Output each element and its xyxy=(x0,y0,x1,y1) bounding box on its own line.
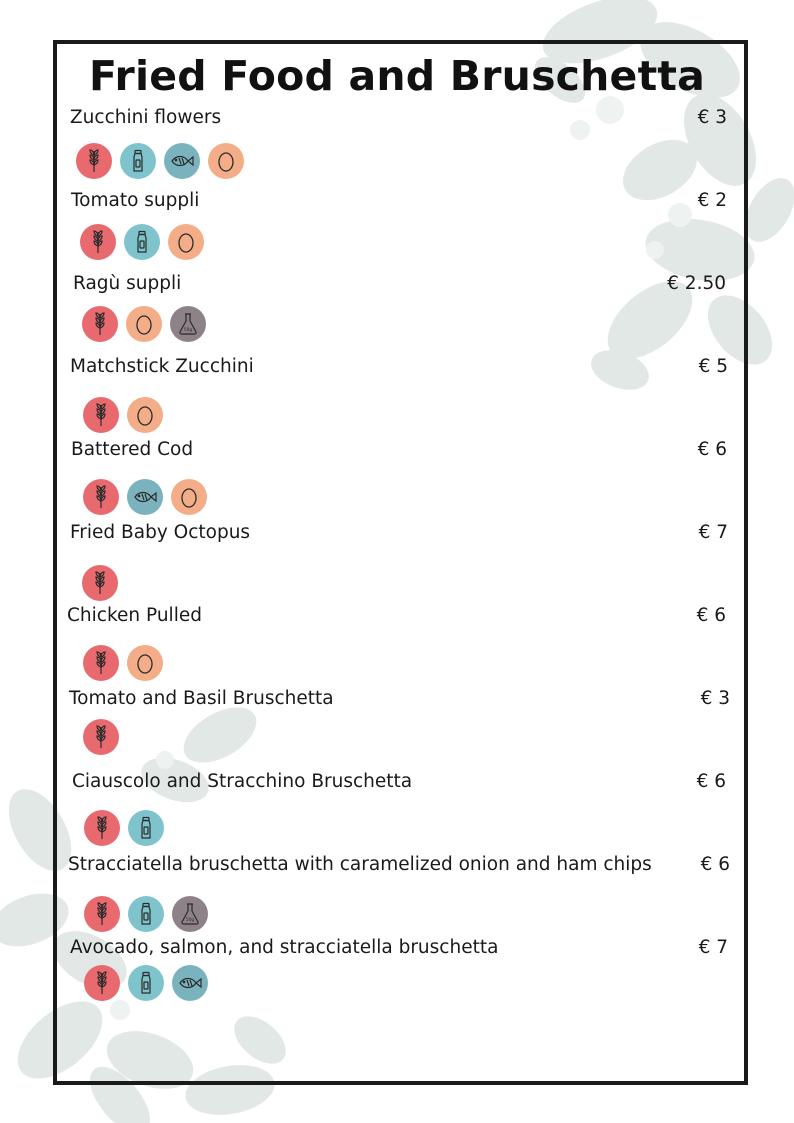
sulphites-label: 50g xyxy=(184,327,193,333)
menu-item-name: Stracciatella bruschetta with caramelize… xyxy=(68,854,652,875)
egg-icon xyxy=(208,143,244,179)
menu-item-price: € 6 xyxy=(700,854,730,875)
menu-item-price: € 6 xyxy=(696,605,726,626)
wheat-icon xyxy=(76,143,112,179)
allergen-icons xyxy=(83,645,163,681)
milk-bottle-icon xyxy=(128,965,164,1001)
menu-item-price: € 5 xyxy=(698,356,728,377)
fish-icon xyxy=(172,965,208,1001)
menu-item-name: Tomato and Basil Bruschetta xyxy=(69,688,334,709)
fish-icon xyxy=(127,479,163,515)
menu-item-price: € 2 xyxy=(697,190,727,211)
wheat-icon xyxy=(83,397,119,433)
flask-icon: 50g xyxy=(172,896,208,932)
menu-item-name: Ciauscolo and Stracchino Bruschetta xyxy=(72,771,413,792)
menu-item-name: Ragù suppli xyxy=(73,273,182,294)
egg-icon xyxy=(127,645,163,681)
menu-item-price: € 3 xyxy=(697,107,727,128)
wheat-icon xyxy=(82,565,118,601)
menu-item-price: € 7 xyxy=(698,522,728,543)
egg-icon xyxy=(171,479,207,515)
menu-item-name: Tomato suppli xyxy=(71,190,200,211)
menu-item-price: € 6 xyxy=(697,439,727,460)
menu-item-name: Chicken Pulled xyxy=(67,605,202,626)
menu-item-price: € 3 xyxy=(700,688,730,709)
allergen-icons xyxy=(80,224,204,260)
allergen-icons: 50g xyxy=(84,896,208,932)
allergen-icons: 50g xyxy=(82,306,206,342)
wheat-icon xyxy=(84,896,120,932)
egg-icon xyxy=(127,397,163,433)
allergen-icons xyxy=(83,719,119,755)
allergen-icons xyxy=(84,965,208,1001)
sulphites-label: 50g xyxy=(186,917,195,923)
allergen-icons xyxy=(84,810,164,846)
milk-bottle-icon xyxy=(128,896,164,932)
allergen-icons xyxy=(83,397,163,433)
menu-frame xyxy=(53,40,748,1085)
menu-item-price: € 6 xyxy=(696,771,726,792)
allergen-icons xyxy=(82,565,118,601)
wheat-icon xyxy=(83,479,119,515)
wheat-icon xyxy=(84,965,120,1001)
wheat-icon xyxy=(83,645,119,681)
menu-item-name: Fried Baby Octopus xyxy=(70,522,251,543)
menu-item-price: € 2.50 xyxy=(667,273,726,294)
menu-item-name: Zucchini flowers xyxy=(70,107,222,128)
milk-bottle-icon xyxy=(120,143,156,179)
wheat-icon xyxy=(84,810,120,846)
egg-icon xyxy=(126,306,162,342)
menu-item-name: Battered Cod xyxy=(71,439,194,460)
milk-bottle-icon xyxy=(124,224,160,260)
egg-icon xyxy=(168,224,204,260)
menu-item-name: Avocado, salmon, and stracciatella brusc… xyxy=(70,937,499,958)
menu-item-price: € 7 xyxy=(698,937,728,958)
page-title: Fried Food and Bruschetta xyxy=(88,52,706,100)
fish-icon xyxy=(164,143,200,179)
wheat-icon xyxy=(83,719,119,755)
allergen-icons xyxy=(76,143,244,179)
flask-icon: 50g xyxy=(170,306,206,342)
wheat-icon xyxy=(82,306,118,342)
allergen-icons xyxy=(83,479,207,515)
menu-item-name: Matchstick Zucchini xyxy=(70,356,254,377)
wheat-icon xyxy=(80,224,116,260)
milk-bottle-icon xyxy=(128,810,164,846)
